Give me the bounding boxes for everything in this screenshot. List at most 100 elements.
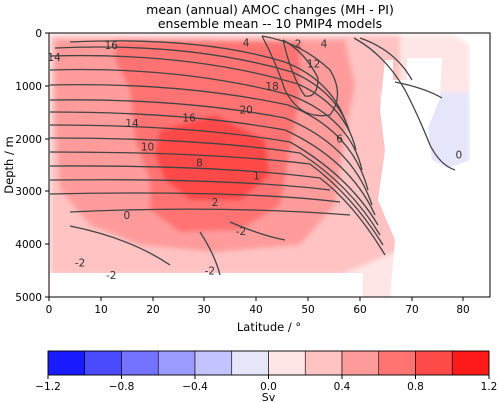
contour-label: 18 <box>265 81 278 93</box>
contour-line <box>49 151 384 246</box>
x-tick-label: 40 <box>249 304 262 316</box>
colorbar-swatch <box>121 350 159 376</box>
colorbar-swatches <box>47 350 490 376</box>
x-axis-label: Latitude / ° <box>237 320 301 334</box>
colorbar-tick: −0.4 <box>182 375 208 393</box>
x-tick: 80 <box>456 297 470 316</box>
contour-label: -2 <box>75 258 85 270</box>
y-axis: 0 1000 2000 3000 4000 5000 <box>15 28 49 304</box>
contour-line <box>49 68 363 171</box>
contour-label: -2 <box>236 226 246 238</box>
contour-line <box>54 46 351 134</box>
contour-label: 14 <box>125 118 139 130</box>
y-tick-label: 2000 <box>15 134 42 146</box>
x-axis: 0 10 20 30 40 50 60 70 80 <box>46 297 470 316</box>
contour-line <box>49 111 376 216</box>
colorbar-tick-label: 1.2 <box>481 381 498 393</box>
x-tick: 40 <box>249 297 263 316</box>
colorbar-swatch <box>304 350 343 376</box>
contour-label: 4 <box>321 39 328 51</box>
colorbar-swatch <box>341 350 380 376</box>
y-tick: 1000 <box>15 81 49 93</box>
colorbar-ticks: −1.2 −0.8 −0.4 0.0 0.4 0.8 1.2 <box>35 375 497 393</box>
colorbar-tick-label: −0.4 <box>182 381 208 393</box>
nodata-mask-edge <box>470 33 490 297</box>
contour-line <box>49 137 381 236</box>
x-tick-label: 50 <box>301 304 314 316</box>
x-tick: 60 <box>353 297 367 316</box>
y-axis-label: Depth / m <box>2 136 16 193</box>
contour-line <box>49 165 386 256</box>
nodata-mask-ocean-bottom <box>50 273 363 297</box>
colorbar-swatch <box>47 350 86 376</box>
y-tick: 4000 <box>15 239 49 251</box>
contour-label: 0 <box>123 210 130 222</box>
colorbar-tick: −1.2 <box>35 375 61 393</box>
x-tick: 70 <box>405 297 419 316</box>
colorbar-swatch <box>451 350 490 376</box>
colorbar-tick: −0.8 <box>109 375 135 393</box>
colorbar: −1.2 −0.8 −0.4 0.0 0.4 0.8 1.2 Sv <box>35 350 497 402</box>
colorbar-swatch <box>378 350 416 376</box>
x-tick-label: 0 <box>46 304 53 316</box>
x-tick-label: 80 <box>456 304 469 316</box>
contour-line <box>282 39 319 97</box>
contour-line <box>49 192 341 203</box>
colorbar-tick-label: −0.8 <box>109 381 135 393</box>
colorbar-tick: 0.0 <box>260 375 277 393</box>
x-tick-label: 30 <box>197 304 210 316</box>
chart-title: mean (annual) AMOC changes (MH - PI) <box>146 2 394 17</box>
contour-label: -2 <box>205 266 215 278</box>
contour-label: 2 <box>295 39 302 51</box>
x-tick: 20 <box>146 297 160 316</box>
colorbar-tick-label: 0.8 <box>407 381 424 393</box>
colorbar-swatch <box>194 350 233 376</box>
contour-label: 16 <box>105 40 119 52</box>
nodata-mask-east <box>378 58 470 297</box>
x-tick: 50 <box>301 297 315 316</box>
colorbar-tick-label: 0.0 <box>260 381 277 393</box>
contour-line <box>359 37 413 81</box>
x-tick-label: 10 <box>94 304 107 316</box>
x-tick: 30 <box>197 297 211 316</box>
contour-line <box>69 208 351 216</box>
colorbar-swatch <box>415 350 453 376</box>
contour-label: -2 <box>106 270 116 282</box>
contour-label: 8 <box>196 157 203 169</box>
contour-label: 0 <box>456 149 463 161</box>
contour-label: 14 <box>48 52 62 64</box>
y-tick: 3000 <box>15 186 49 198</box>
x-tick: 0 <box>46 297 53 316</box>
y-tick-label: 4000 <box>15 239 42 251</box>
colorbar-tick: 1.2 <box>481 375 498 393</box>
contour-label: 1 <box>253 171 260 183</box>
colorbar-swatch <box>268 350 306 376</box>
y-tick: 2000 <box>15 134 49 146</box>
contour-line <box>49 54 357 151</box>
x-tick: 10 <box>94 297 108 316</box>
colorbar-tick-label: −1.2 <box>35 381 61 393</box>
y-tick-label: 3000 <box>15 186 42 198</box>
contour-line <box>49 124 379 226</box>
contour-label: 16 <box>182 112 196 124</box>
plot-frame <box>48 32 491 298</box>
colorbar-tick: 0.4 <box>334 375 351 393</box>
contour-line <box>69 40 346 121</box>
contour-label: 6 <box>336 134 343 146</box>
colorbar-tick: 0.8 <box>407 375 424 393</box>
y-tick: 5000 <box>15 292 49 304</box>
chart-subtitle: ensemble mean -- 10 PMIP4 models <box>158 16 382 31</box>
contour-line <box>69 225 171 266</box>
x-tick-label: 20 <box>146 304 159 316</box>
y-tick-label: 1000 <box>15 81 42 93</box>
contour-line <box>199 231 221 276</box>
contour-line <box>229 221 286 241</box>
streamfunction-contours <box>49 35 456 276</box>
y-tick: 0 <box>35 28 49 40</box>
contour-label: 2 <box>212 197 219 209</box>
x-tick-label: 70 <box>405 304 418 316</box>
contour-line <box>353 37 456 171</box>
contour-line <box>394 81 443 99</box>
